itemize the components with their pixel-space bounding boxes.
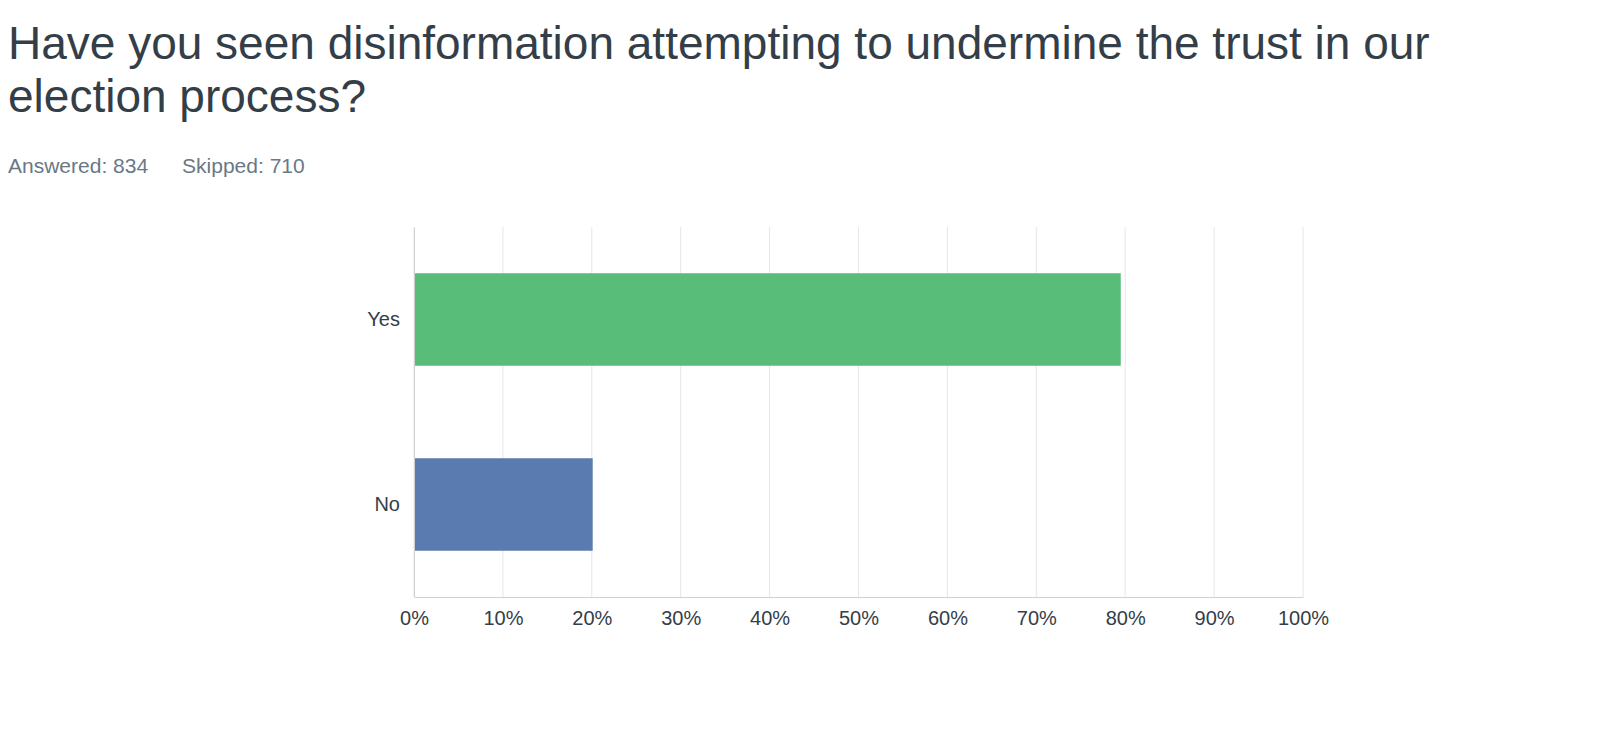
x-tick: 50%: [839, 597, 879, 629]
x-tick-label: 20%: [572, 607, 612, 629]
annotation: Answered: 834: [8, 154, 148, 177]
x-tick: 90%: [1195, 597, 1235, 629]
x-tick: 10%: [483, 597, 523, 629]
grid-line: [1303, 227, 1304, 597]
grid-line: [1214, 227, 1215, 597]
grid: [414, 227, 1303, 597]
x-tick-label: 90%: [1195, 607, 1235, 629]
y-axis: Yes No: [367, 228, 414, 598]
x-axis-line: [415, 597, 1304, 598]
x-tick-label: 30%: [661, 607, 701, 629]
y-tick-label: Yes: [367, 308, 400, 330]
grid-line: [1125, 227, 1126, 597]
bar: [414, 458, 593, 551]
x-tick: 80%: [1106, 597, 1146, 629]
x-tick: 20%: [572, 597, 612, 629]
x-tick: 70%: [1017, 597, 1057, 629]
y-axis-line: [414, 228, 415, 598]
x-tick-label: 100%: [1278, 607, 1329, 629]
bar: [414, 273, 1121, 366]
x-tick-label: 40%: [750, 607, 790, 629]
x-tick: 60%: [928, 597, 968, 629]
bars: [414, 273, 1121, 551]
x-tick-label: 10%: [483, 607, 523, 629]
title: Have you seen disinformation attempting …: [8, 17, 1430, 122]
x-tick: 100%: [1278, 597, 1329, 629]
x-tick-label: 0%: [400, 607, 429, 629]
x-tick: 40%: [750, 597, 790, 629]
x-tick: 30%: [661, 597, 701, 629]
chart: Have you seen disinformation attempting …: [0, 0, 1600, 732]
x-tick-label: 80%: [1106, 607, 1146, 629]
x-tick-label: 70%: [1017, 607, 1057, 629]
x-tick: 0%: [400, 597, 429, 629]
grid-line: [414, 227, 415, 597]
x-tick-label: 60%: [928, 607, 968, 629]
y-tick: No: [374, 493, 414, 515]
x-axis: 0% 10% 20% 30% 40% 50% 60% 70% 80% 90% 100%: [400, 597, 1329, 629]
x-tick-label: 50%: [839, 607, 879, 629]
y-tick-label: No: [374, 493, 400, 515]
y-tick: Yes: [367, 308, 414, 330]
annotation: Skipped: 710: [182, 154, 305, 177]
